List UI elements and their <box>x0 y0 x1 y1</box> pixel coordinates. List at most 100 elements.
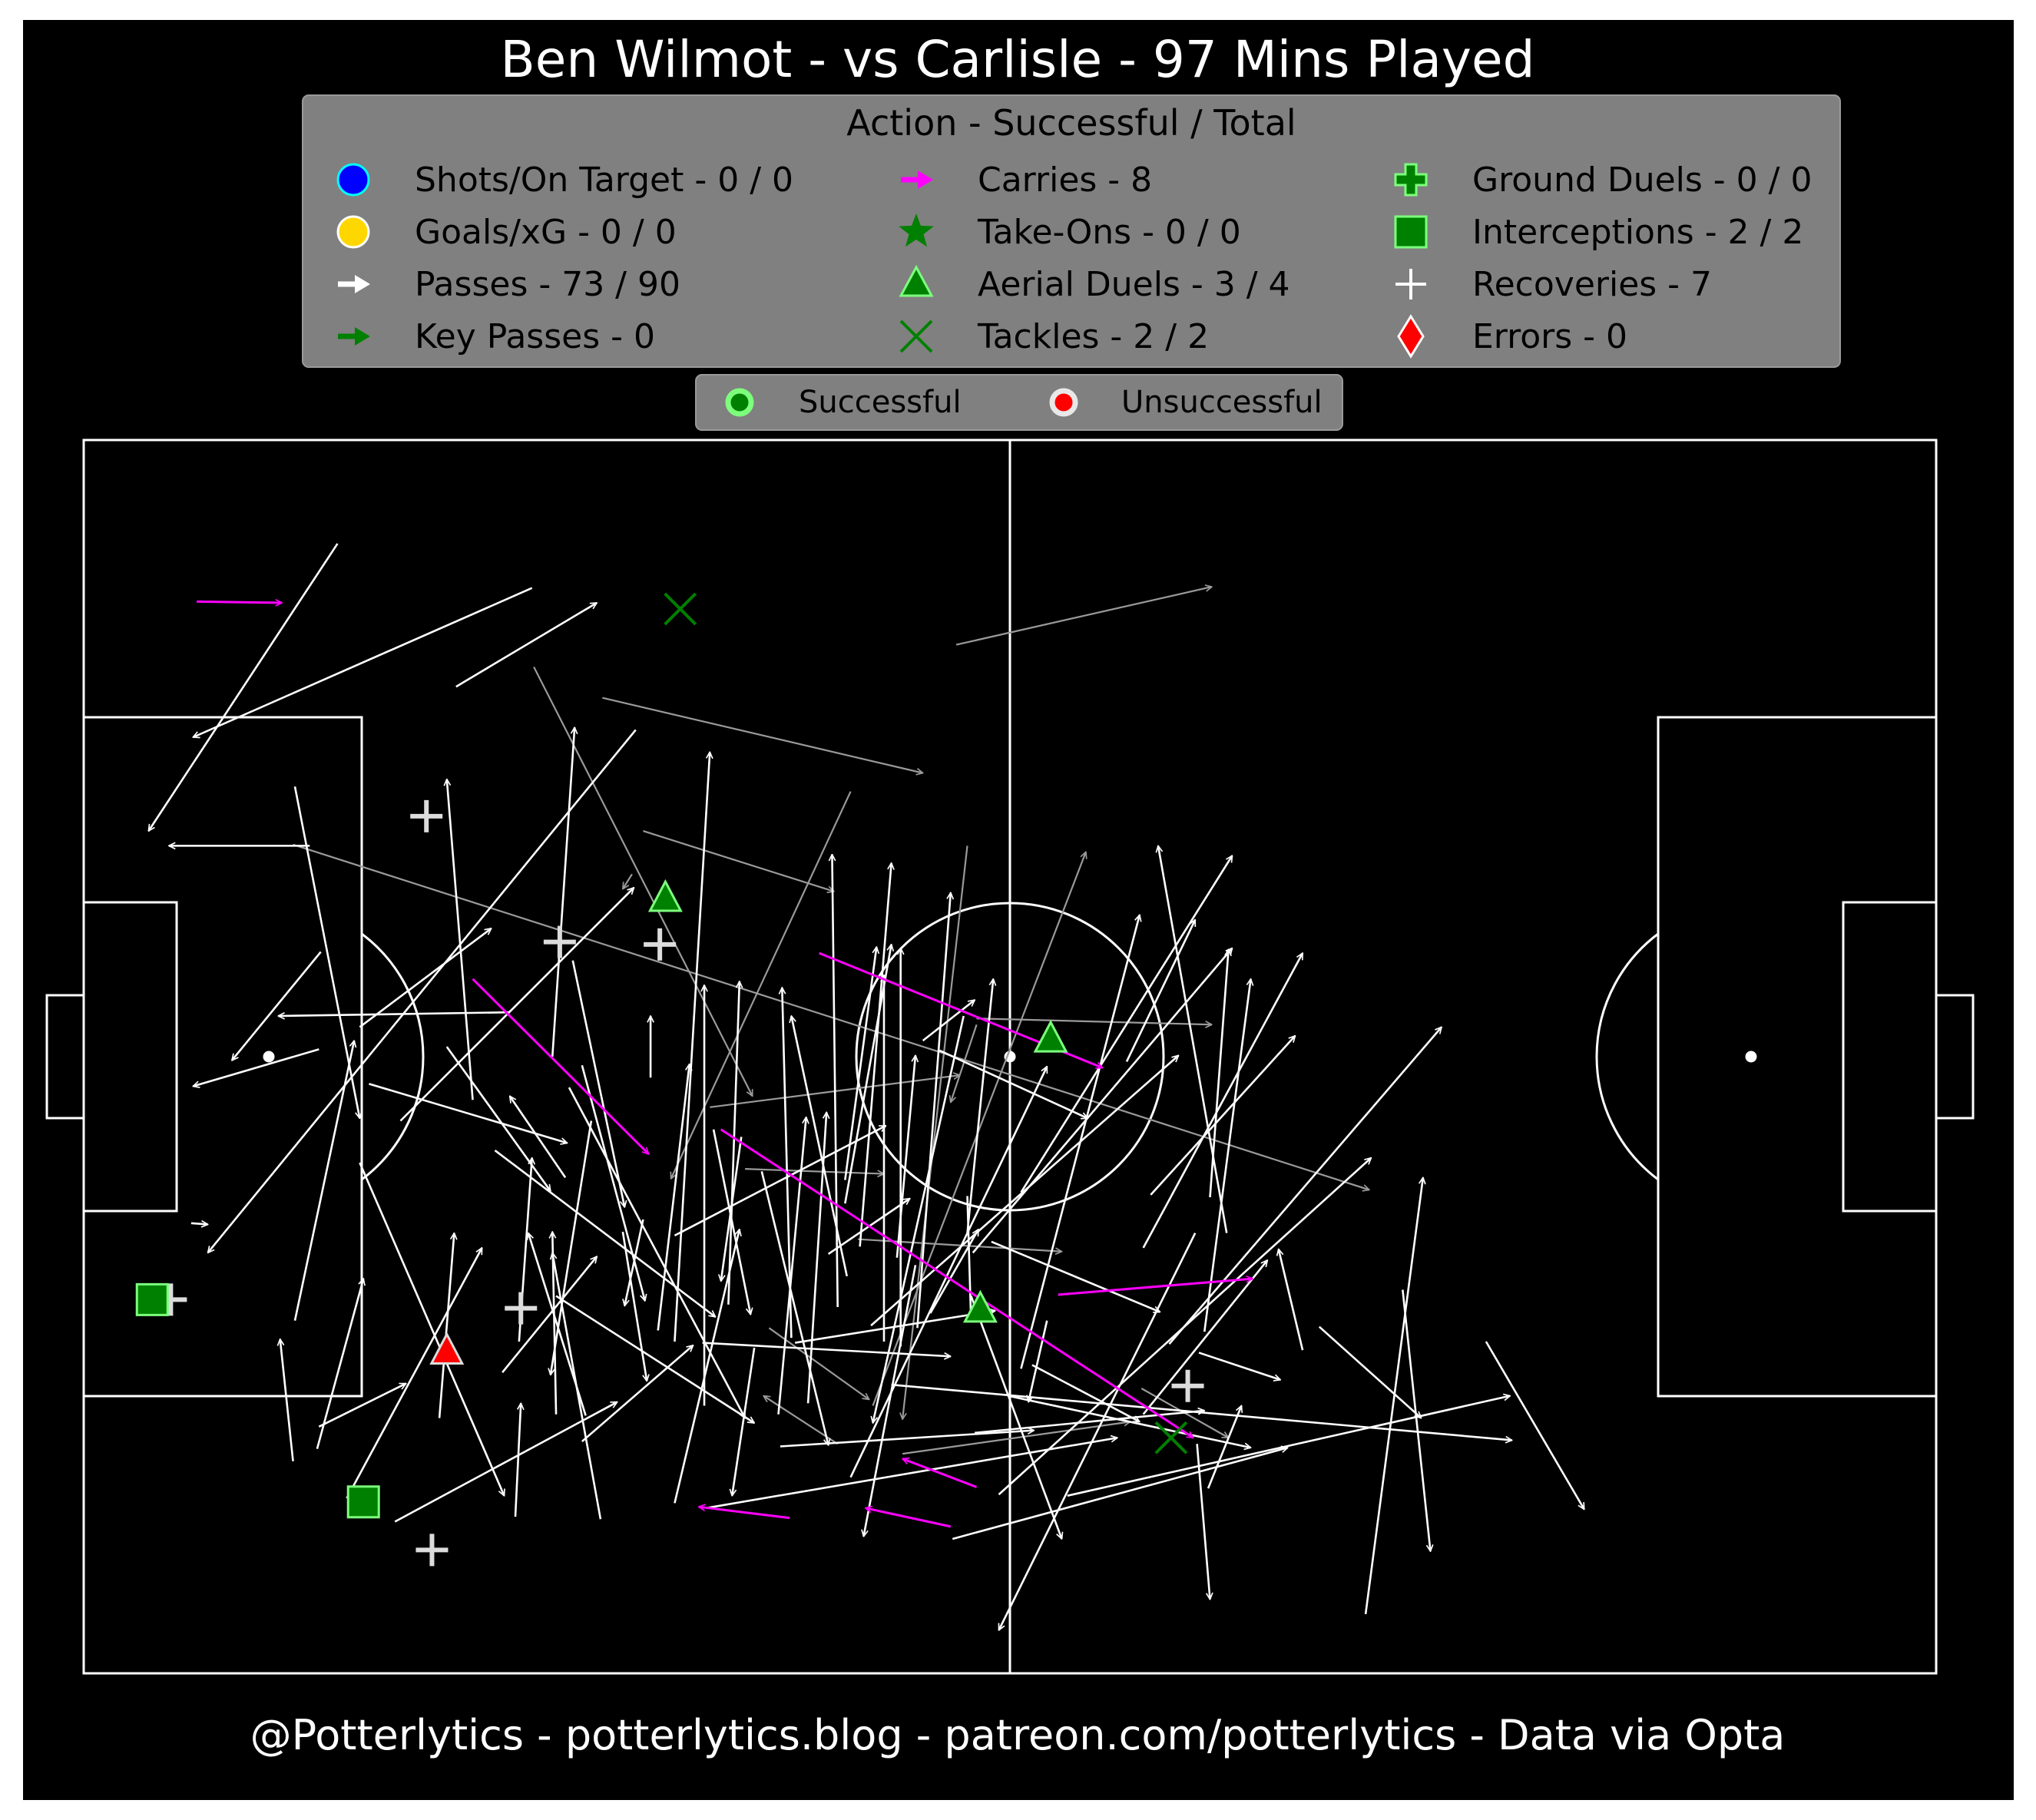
pass-successful-arrow <box>1203 979 1250 1332</box>
pass-successful-arrow <box>280 1339 294 1461</box>
legend-carries-icon <box>901 170 933 189</box>
pass-successful-arrow <box>998 1158 1372 1496</box>
legend-ground_duels-label: Ground Duels - 0 / 0 <box>1472 160 1812 200</box>
pass-unsuccessful-arrow <box>745 1168 884 1173</box>
pass-successful-arrow <box>896 1055 915 1258</box>
legend-shots-label: Shots/On Target - 0 / 0 <box>415 160 793 200</box>
carry-arrow <box>197 601 282 603</box>
pass-successful-arrow <box>727 981 739 1305</box>
pass-successful-arrow <box>445 1046 551 1191</box>
legend-aerials-icon <box>899 264 934 297</box>
legend-box <box>302 94 1841 368</box>
left-six-yard-box <box>82 901 178 1213</box>
pass-successful-arrow <box>806 1112 826 1404</box>
left-penalty-area <box>82 716 363 1398</box>
pass-successful-arrow <box>657 1064 690 1331</box>
pass-successful-arrow <box>551 727 574 1057</box>
pass-successful-arrow <box>438 1233 454 1418</box>
pass-successful-arrow <box>952 1448 1288 1540</box>
pass-successful-arrow <box>1402 1289 1430 1551</box>
pass-successful-arrow <box>832 855 839 1308</box>
legend-interceptions-label: Interceptions - 2 / 2 <box>1472 213 1803 252</box>
left-goal <box>45 994 85 1120</box>
pass-unsuccessful-arrow <box>533 667 753 1097</box>
legend-goals-label: Goals/xG - 0 / 0 <box>415 213 677 252</box>
legend-interceptions-icon <box>1394 215 1428 249</box>
outcome-legend: Successful Unsuccessful <box>695 374 1343 431</box>
legend-take_ons-icon <box>899 213 934 247</box>
pass-successful-arrow <box>624 1219 644 1305</box>
pass-unsuccessful-arrow <box>902 1421 1131 1455</box>
pass-unsuccessful-arrow <box>643 830 833 892</box>
successful-passes <box>147 543 1585 1630</box>
pass-successful-arrow <box>844 947 876 1180</box>
right-penalty-arc <box>1595 932 1659 1181</box>
pass-successful-arrow <box>394 1401 617 1523</box>
left-penalty-arc <box>361 932 425 1181</box>
pass-successful-arrow <box>359 928 491 1028</box>
pass-successful-arrow <box>208 729 637 1252</box>
pass-successful-arrow <box>991 1240 1160 1312</box>
pass-successful-arrow <box>1031 1364 1140 1423</box>
aerial-won-marker <box>962 1289 998 1323</box>
pass-successful-arrow <box>581 1345 694 1443</box>
pass-successful-arrow <box>1142 1260 1268 1415</box>
legend-aerials-label: Aerial Duels - 3 / 4 <box>978 265 1290 304</box>
pass-successful-arrow <box>1158 845 1228 1233</box>
right-penalty-spot <box>1745 1051 1757 1063</box>
pass-successful-arrow <box>293 786 359 1118</box>
pass-successful-arrow <box>193 587 533 737</box>
legend-title: Action - Successful / Total <box>846 102 1296 144</box>
pass-successful-arrow <box>555 1295 754 1425</box>
legend-tackles-icon <box>899 319 933 353</box>
pass-successful-arrow <box>508 1096 567 1179</box>
legend-carries-label: Carries - 8 <box>978 160 1152 200</box>
unsuccessful-marker-icon <box>1049 388 1078 417</box>
unsuccessful-passes <box>293 587 1369 1455</box>
legend-passes-icon <box>338 275 370 293</box>
pass-successful-arrow <box>922 1000 975 1042</box>
recovery-marker <box>505 1292 538 1325</box>
pass-successful-arrow <box>1142 953 1304 1249</box>
pass-successful-arrow <box>232 951 322 1060</box>
carry-arrow <box>1058 1279 1253 1296</box>
pass-successful-arrow <box>674 752 710 1342</box>
carry-arrow <box>720 1128 1193 1439</box>
pass-successful-arrow <box>1364 1177 1423 1615</box>
aerial-won-marker <box>1033 1019 1068 1053</box>
pass-successful-arrow <box>502 1256 597 1373</box>
pass-successful-arrow <box>193 1048 319 1086</box>
pass-successful-arrow <box>998 1233 1197 1630</box>
pass-successful-arrow <box>1168 1027 1442 1345</box>
recovery-marker <box>1171 1369 1204 1402</box>
tackle-marker <box>664 592 697 626</box>
legend-take_ons-label: Take-Ons - 0 / 0 <box>977 213 1241 252</box>
pass-unsuccessful-arrow <box>902 845 968 1419</box>
outcome-successful-label: Successful <box>799 385 962 420</box>
pass-successful-arrow <box>760 1171 829 1445</box>
pass-unsuccessful-arrow <box>671 791 852 1179</box>
pass-successful-arrow <box>1198 1352 1280 1379</box>
legend-key_passes-icon <box>338 327 370 346</box>
pass-unsuccessful-arrow <box>872 852 1086 1406</box>
pass-successful-arrow <box>316 1279 363 1450</box>
pass-successful-arrow <box>1020 915 1139 1369</box>
pass-successful-arrow <box>849 1067 1048 1478</box>
legend: Action - Successful / Total Shots/On Tar… <box>302 94 1841 368</box>
pass-successful-arrow <box>568 1087 747 1418</box>
chart-title: Ben Wilmot - vs Carlisle - 97 Mins Playe… <box>501 30 1535 89</box>
pass-successful-arrow <box>399 888 634 1122</box>
pass-unsuccessful-arrow <box>951 1024 978 1102</box>
pass-successful-arrow <box>1150 1036 1295 1196</box>
pass-unsuccessful-arrow <box>955 587 1212 646</box>
pass-successful-arrow <box>970 1296 1061 1539</box>
pass-successful-arrow <box>1020 855 1233 1193</box>
right-goal <box>1935 994 1975 1120</box>
pass-successful-arrow <box>732 1347 756 1496</box>
pass-successful-arrow <box>278 1011 510 1016</box>
pass-unsuccessful-arrow <box>293 843 1369 1190</box>
legend-recoveries-icon <box>1395 269 1426 299</box>
pass-successful-arrow <box>863 1265 917 1536</box>
pass-successful-arrow <box>1196 1444 1210 1599</box>
